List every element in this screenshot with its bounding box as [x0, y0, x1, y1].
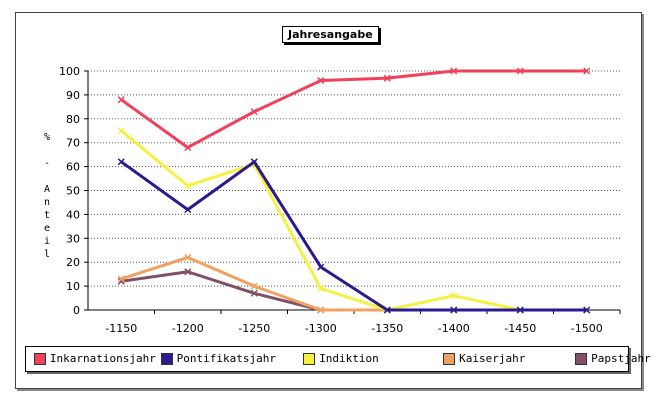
chart-title: Jahresangabe: [282, 26, 379, 43]
y-tick-label: 30: [66, 232, 80, 245]
data-point: [583, 306, 591, 314]
legend-swatch: [33, 352, 46, 365]
x-tick-label: -1350: [371, 322, 403, 335]
data-point: [250, 282, 258, 290]
series-line: [121, 270, 587, 312]
series-line: [120, 129, 587, 312]
legend: Inkarnationsjahr Pontifikatsjahr Indiktion…: [25, 346, 651, 372]
data-point: [184, 206, 192, 214]
data-point: [583, 67, 591, 75]
data-point: [184, 143, 192, 152]
x-tick-label: -1450: [504, 322, 536, 335]
data-point: [117, 127, 125, 135]
y-tick-label: 70: [66, 137, 80, 150]
legend-swatch: [575, 352, 588, 365]
y-tick-label: 10: [66, 280, 80, 293]
legend-item: Pontifikatsjahr: [160, 352, 276, 365]
data-point: [117, 96, 125, 104]
legend-label: Inkarnationsjahr: [49, 352, 156, 365]
data-point: [317, 77, 325, 85]
data-point: [250, 108, 258, 116]
x-tick-label: -1300: [305, 322, 337, 335]
y-tick-label: 80: [66, 113, 80, 126]
y-tick-label: 100: [59, 65, 80, 78]
y-tick-label: 20: [66, 256, 80, 269]
y-tick-label: 60: [66, 161, 80, 174]
y-tick-label: 40: [66, 208, 80, 221]
data-point: [184, 182, 192, 190]
data-point: [317, 263, 325, 271]
y-tick-label: 0: [73, 304, 80, 317]
data-point: [516, 67, 524, 75]
series-line: [120, 160, 587, 312]
x-tick-label: -1150: [105, 322, 137, 335]
x-tick-label: -1500: [571, 322, 603, 335]
data-point: [383, 306, 391, 314]
legend-item: Indiktion: [303, 352, 379, 365]
y-tick-label: 90: [66, 89, 80, 102]
legend-label: Pontifikatsjahr: [176, 352, 276, 365]
data-point: [450, 292, 458, 300]
data-point: [184, 268, 192, 276]
series-line: [120, 255, 587, 312]
data-point: [117, 275, 125, 283]
legend-item: Papstjahr: [575, 352, 651, 365]
data-point: [250, 158, 258, 166]
legend-item: Inkarnationsjahr: [33, 352, 156, 365]
data-point: [117, 158, 125, 166]
chart-frame: [15, 12, 642, 389]
series-line: [120, 69, 587, 149]
legend-label: Indiktion: [319, 352, 379, 365]
legend-item: Kaiserjahr: [443, 352, 525, 365]
legend-swatch: [443, 352, 456, 365]
data-point: [317, 284, 325, 293]
data-point: [317, 306, 325, 314]
data-point: [250, 289, 258, 297]
data-point: [184, 253, 192, 261]
data-point: [450, 306, 458, 314]
data-point: [383, 74, 391, 82]
x-tick-label: -1200: [172, 322, 204, 335]
legend-swatch: [303, 352, 316, 365]
x-tick-label: -1400: [438, 322, 470, 335]
y-tick-label: 50: [66, 185, 80, 198]
legend-label: Kaiserjahr: [459, 352, 526, 365]
legend-swatch: [160, 352, 173, 365]
data-point: [450, 67, 458, 75]
legend-label: Papstjahr: [591, 352, 651, 365]
x-tick-label: -1250: [238, 322, 270, 335]
data-point: [516, 306, 524, 314]
